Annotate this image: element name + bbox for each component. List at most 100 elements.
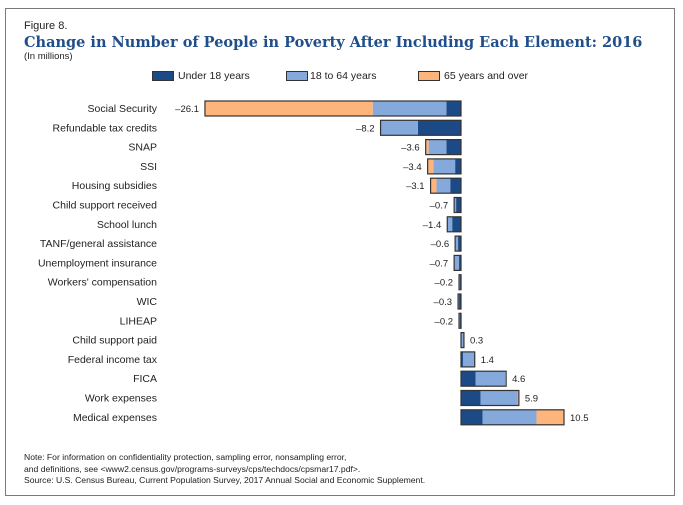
bar-group-social-security: Social Security –26.1 — [88, 100, 462, 117]
bar-group-unemployment-insurance: Unemployment insurance –0.7 — [38, 254, 462, 271]
bar-outline — [427, 158, 462, 175]
bar-outline — [460, 370, 507, 387]
category-label: Housing subsidies — [72, 180, 157, 192]
bar-outline — [460, 351, 476, 368]
legend-item-18to64: 18 to 64 years — [286, 69, 377, 83]
bar-segment-18to64 — [428, 139, 447, 155]
bar-segment-18to64 — [372, 101, 447, 116]
value-label: –3.1 — [406, 181, 425, 192]
bar-segment-under18 — [461, 390, 481, 406]
legend-label-18to64: 18 to 64 years — [310, 70, 377, 82]
category-label: Child support received — [53, 200, 158, 212]
bar-segment-18to64 — [462, 351, 475, 367]
bar-segment-65plus — [536, 409, 565, 425]
value-label: –0.2 — [435, 278, 454, 289]
bar-segment-18to64 — [461, 332, 464, 348]
category-label: School lunch — [97, 219, 157, 231]
bar-segment-18to64 — [480, 390, 518, 406]
bar-outline — [460, 389, 520, 407]
bar-outline — [446, 216, 462, 233]
category-label: LIHEAP — [120, 315, 157, 327]
legend-item-under18: Under 18 years — [152, 69, 250, 83]
value-label: –3.6 — [401, 143, 420, 154]
bar-segment-18to64 — [447, 216, 453, 232]
bar-group-federal-income-tax: Federal income tax 1.4 — [68, 351, 494, 368]
chart-subtitle: (In millions) — [24, 51, 73, 62]
bar-outline — [458, 312, 462, 329]
bar-group-child-support-received: Child support received –0.7 — [53, 196, 462, 214]
bar-group-snap: SNAP –3.6 — [128, 139, 462, 156]
bar-segment-under18 — [417, 120, 461, 136]
bar-group-workers-compensation: Workers' compensation –0.2 — [48, 274, 462, 291]
value-label: –0.3 — [434, 297, 453, 308]
category-label: Medical expenses — [73, 412, 157, 424]
category-label: FICA — [133, 373, 157, 385]
bar-segment-under18 — [450, 178, 461, 194]
bar-segment-18to64 — [482, 409, 537, 425]
bar-segment-18to64 — [455, 236, 459, 252]
category-label: Workers' compensation — [48, 277, 157, 289]
bar-outline — [457, 293, 462, 310]
value-label: –8.2 — [356, 123, 375, 134]
chart-title: Change in Number of People in Poverty Af… — [24, 34, 643, 51]
bar-group-tanf-general-assistance: TANF/general assistance –0.6 — [40, 235, 462, 252]
bar-segment-under18 — [446, 101, 461, 116]
bar-group-ssi: SSI –3.4 — [140, 158, 462, 175]
category-label: Work expenses — [85, 393, 157, 405]
value-label: 4.6 — [512, 374, 525, 385]
bar-group-medical-expenses: Medical expenses 10.5 — [73, 409, 589, 426]
bar-group-fica: FICA 4.6 — [133, 370, 525, 387]
value-label: 5.9 — [525, 394, 538, 405]
bar-segment-under18 — [446, 139, 461, 155]
bar-segment-65plus — [204, 101, 373, 116]
bar-segment-65plus — [425, 139, 429, 155]
bar-segment-18to64 — [436, 178, 451, 194]
bar-segment-65plus — [427, 158, 434, 174]
category-label: Federal income tax — [68, 354, 158, 366]
bar-outline — [454, 235, 462, 252]
bar-outline — [460, 409, 565, 426]
figure-frame — [5, 8, 675, 496]
category-label: Refundable tax credits — [53, 122, 157, 134]
legend-item-65plus: 65 years and over — [418, 69, 528, 83]
legend-swatch-65plus — [418, 71, 440, 81]
bar-segment-18to64 — [433, 158, 456, 174]
legend-label-65plus: 65 years and over — [444, 70, 529, 82]
figure-number: Figure 8. — [24, 20, 68, 32]
value-label: –0.6 — [431, 239, 450, 250]
bar-segment-65plus — [430, 178, 437, 194]
bar-segment-under18 — [458, 236, 461, 252]
value-label: –1.4 — [423, 220, 442, 231]
chart-notes: Note: For information on confidentiality… — [24, 452, 425, 487]
legend-swatch-under18 — [152, 71, 174, 81]
value-label: –26.1 — [175, 104, 199, 115]
legend-swatch-18to64 — [286, 71, 308, 81]
bar-outline — [460, 332, 465, 349]
bar-segment-18to64 — [454, 255, 460, 271]
bar-group-liheap: LIHEAP –0.2 — [120, 312, 462, 329]
bar-group-child-support-paid: Child support paid 0.3 — [72, 332, 483, 349]
bar-segment-under18 — [459, 294, 461, 309]
value-label: –3.4 — [403, 162, 422, 173]
bar-outline — [204, 100, 462, 117]
bar-segment-under18 — [455, 158, 461, 174]
bar-group-housing-subsidies: Housing subsidies –3.1 — [72, 177, 462, 194]
value-label: –0.7 — [430, 258, 449, 269]
bar-group-work-expenses: Work expenses 5.9 — [85, 389, 538, 407]
category-label: SSI — [140, 161, 157, 173]
value-label: –0.2 — [435, 316, 454, 327]
value-label: –0.7 — [430, 201, 449, 212]
bar-segment-under18 — [456, 197, 461, 213]
bar-group-refundable-tax-credits: Refundable tax credits –8.2 — [53, 119, 462, 136]
bar-segment-under18 — [459, 255, 461, 271]
category-label: Child support paid — [72, 335, 157, 347]
value-label: 10.5 — [570, 413, 589, 424]
bar-outline — [379, 119, 462, 136]
note-line-2: and definitions, see <www2.census.gov/pr… — [24, 463, 361, 474]
legend-label-under18: Under 18 years — [178, 70, 250, 82]
bar-outline — [429, 177, 462, 194]
bar-segment-under18 — [461, 409, 483, 425]
bar-group-wic: WIC –0.3 — [137, 293, 462, 310]
bar-outline — [453, 196, 462, 214]
